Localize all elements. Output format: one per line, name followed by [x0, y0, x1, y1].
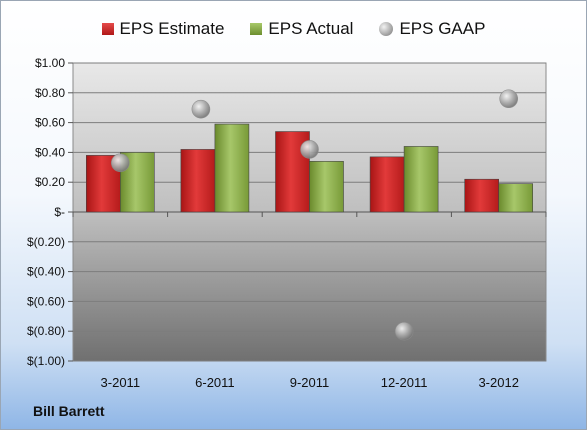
y-tick-label: $(0.20): [27, 235, 65, 249]
bar-eps-actual: [214, 123, 250, 213]
y-tick-label: $0.80: [35, 86, 65, 100]
x-category-label: 12-2011: [381, 375, 428, 390]
y-tick-label: $0.20: [35, 175, 65, 189]
legend-swatch-estimate: [101, 23, 114, 35]
legend-label-estimate: EPS Estimate: [119, 19, 225, 38]
y-tick-label: $(1.00): [27, 354, 65, 368]
legend-swatch-gaap: [379, 22, 394, 36]
y-tick-label: $0.60: [35, 116, 65, 130]
legend-label-actual: EPS Actual: [268, 19, 354, 38]
legend-item-estimate: EPS Estimate: [101, 19, 225, 39]
point-eps-gaap: [499, 89, 519, 109]
bar-eps-estimate: [464, 178, 500, 213]
legend: EPS Estimate EPS Actual EPS GAAP: [1, 17, 586, 41]
y-tick-label: $1.00: [35, 56, 65, 70]
point-eps-gaap: [394, 321, 414, 341]
y-tick-label: $(0.40): [27, 265, 65, 279]
legend-label-gaap: EPS GAAP: [399, 19, 486, 38]
point-eps-gaap: [111, 153, 130, 173]
point-eps-gaap: [191, 99, 211, 119]
y-tick-label: $-: [54, 205, 65, 219]
y-tick-label: $(0.80): [27, 324, 65, 338]
x-category-label: 3-2012: [478, 375, 518, 390]
x-category-label: 9-2011: [290, 375, 330, 390]
legend-item-actual: EPS Actual: [250, 19, 353, 39]
y-tick-label: $0.40: [35, 145, 65, 159]
bar-eps-actual: [403, 146, 439, 213]
gaap-points: [111, 89, 519, 341]
x-category-label: 6-2011: [195, 375, 235, 390]
x-category-label: 3-2011: [101, 375, 141, 390]
bars: [86, 123, 534, 213]
y-tick-label: $(0.60): [27, 294, 65, 308]
legend-item-gaap: EPS GAAP: [379, 19, 485, 39]
bar-eps-actual: [498, 183, 534, 213]
bar-eps-estimate: [369, 156, 405, 213]
bar-eps-actual: [309, 161, 344, 213]
point-eps-gaap: [300, 140, 319, 159]
company-name: Bill Barrett: [33, 403, 105, 419]
axis-labels: $1.00 $0.80 $0.60 $0.40 $0.20 $- $(0.20) $(0.40…: [27, 56, 519, 390]
legend-swatch-actual: [250, 23, 263, 35]
bar-eps-estimate: [180, 149, 216, 213]
